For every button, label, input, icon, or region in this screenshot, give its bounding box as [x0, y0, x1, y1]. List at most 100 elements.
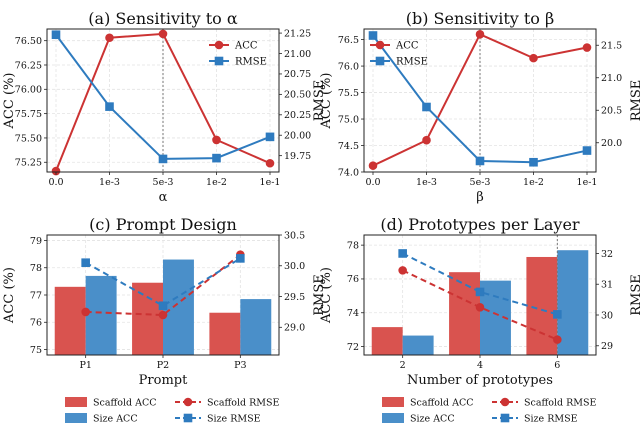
legend-marker	[375, 56, 385, 66]
y2-tick-label: 29	[601, 341, 613, 352]
y2-tick-label: 20.25	[284, 110, 311, 121]
y2-tick-label: 21.5	[601, 41, 622, 52]
y-tick-label: 75.5	[338, 88, 359, 99]
y-tick-label: 75.25	[15, 158, 42, 169]
y-axis-label: ACC (%)	[319, 267, 334, 324]
bar	[526, 256, 558, 355]
x-axis-label: Prompt	[139, 373, 188, 388]
data-point	[212, 153, 221, 163]
data-point	[212, 135, 221, 145]
data-point	[475, 287, 485, 297]
y-tick-label: 75	[30, 345, 42, 356]
x-axis-label: α	[159, 190, 168, 205]
legend-label: Size RMSE	[207, 414, 261, 425]
y-tick-label: 75.75	[15, 109, 42, 120]
legend-swatch	[382, 413, 404, 423]
x-tick-label: P1	[79, 360, 91, 371]
legend-label: Size ACC	[410, 414, 455, 425]
legend-label: Scaffold RMSE	[207, 398, 279, 409]
y2-tick-label: 31	[601, 280, 613, 291]
data-point	[51, 30, 61, 40]
y2-tick-label: 29.0	[284, 323, 305, 334]
bar	[163, 259, 194, 355]
y-tick-label: 79	[30, 236, 42, 247]
x-tick-label: 1e-3	[99, 177, 120, 188]
legend-label: RMSE	[235, 57, 267, 68]
data-point	[422, 102, 431, 112]
y2-axis-label: RMSE	[312, 274, 327, 316]
data-point	[236, 254, 245, 263]
legend-label: Size RMSE	[524, 414, 578, 425]
y-tick-label: 76	[347, 274, 359, 285]
y-tick-label: 74.0	[338, 167, 359, 178]
x-tick-label: 1e-2	[206, 177, 227, 188]
x-tick-label: 1e-1	[260, 177, 281, 188]
x-tick-label: 1e-3	[416, 177, 437, 188]
y2-tick-label: 20.75	[284, 69, 311, 80]
data-point	[398, 249, 407, 258]
data-point	[158, 29, 168, 39]
y-axis-label: ACC (%)	[319, 73, 334, 130]
data-point	[529, 53, 538, 63]
y-tick-label: 72	[347, 342, 359, 353]
x-axis-label: β	[476, 190, 484, 205]
bar	[85, 275, 117, 355]
y-tick-label: 77	[30, 290, 42, 301]
y-tick-label: 78	[347, 240, 359, 251]
data-point	[158, 154, 168, 164]
y2-tick-label: 30.0	[284, 261, 305, 272]
y-tick-label: 76	[30, 318, 42, 329]
data-point	[158, 310, 168, 320]
x-tick-label: 5e-3	[470, 177, 491, 188]
y-tick-label: 74.5	[338, 141, 359, 152]
data-point	[265, 158, 275, 168]
y-tick-label: 76.0	[338, 61, 359, 72]
data-point	[398, 266, 407, 275]
bar	[371, 327, 403, 355]
y-tick-label: 75.0	[338, 114, 359, 125]
legend-swatch	[382, 397, 404, 407]
x-tick-label: 1e-1	[577, 177, 598, 188]
y-axis-label: ACC (%)	[2, 73, 17, 130]
data-point	[368, 31, 378, 40]
chart-title: (a) Sensitivity to α	[88, 9, 238, 28]
chart-panel-1: 75.25 75.50 75.75 76.00 76.25 76.50 19.75 20.00…	[2, 9, 327, 205]
y2-tick-label: 32	[601, 249, 613, 260]
legend-swatch	[65, 397, 87, 407]
series-line	[85, 253, 241, 317]
bar	[54, 286, 86, 355]
legend-label: Scaffold RMSE	[524, 398, 596, 409]
legend-swatch	[65, 413, 87, 423]
bar	[449, 272, 480, 355]
data-point	[553, 335, 562, 344]
data-point	[105, 102, 114, 111]
y2-tick-label: 29.5	[284, 292, 305, 303]
bar	[557, 250, 589, 355]
bar	[240, 299, 272, 355]
data-point	[582, 43, 592, 52]
y2-tick-label: 20.50	[284, 90, 311, 101]
y2-tick-label: 21.0	[601, 73, 622, 84]
bar	[132, 282, 163, 355]
x-tick-label: P3	[234, 360, 246, 371]
x-tick-label: 0.0	[48, 177, 63, 188]
x-tick-label: 5e-3	[153, 177, 174, 188]
data-point	[582, 146, 592, 155]
data-point	[368, 161, 378, 170]
legend-label: Size ACC	[93, 414, 138, 425]
y2-axis-label: RMSE	[629, 274, 644, 316]
y-tick-label: 74	[347, 308, 359, 319]
y2-tick-label: 30	[601, 310, 613, 321]
y-axis-label: ACC (%)	[2, 267, 17, 324]
legend-marker	[183, 413, 193, 423]
x-tick-label: 6	[554, 360, 560, 371]
series-line	[402, 252, 558, 316]
chart-title: (c) Prompt Design	[89, 215, 237, 234]
y-tick-label: 76.00	[15, 85, 42, 96]
legend-marker	[214, 40, 224, 50]
x-tick-label: 0.0	[365, 177, 380, 188]
y2-tick-label: 20.00	[284, 131, 311, 142]
legend-marker	[214, 56, 224, 66]
x-tick-label: 2	[400, 360, 406, 371]
y2-tick-label: 30.5	[284, 230, 305, 241]
